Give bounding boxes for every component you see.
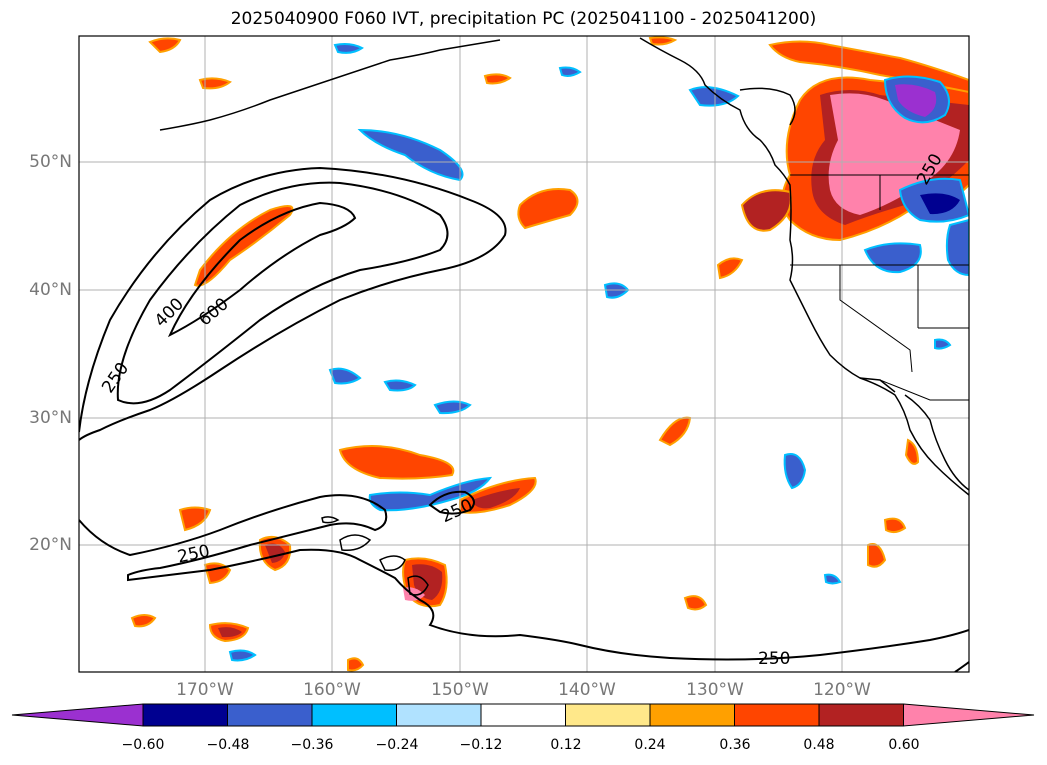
lat-label-50n: 50°N <box>29 152 72 172</box>
colorbar-swatch <box>565 703 651 727</box>
colorbar-swatch <box>818 703 904 727</box>
colorbar-tick-label: 0.48 <box>803 737 835 753</box>
lat-label-20n: 20°N <box>29 535 72 555</box>
colorbar-tick-label: −0.36 <box>290 737 334 753</box>
precip-negative-shading <box>228 43 969 662</box>
coastlines <box>159 37 969 496</box>
colorbar-tick-label: 0.60 <box>888 737 920 753</box>
colorbar-swatch <box>649 703 735 727</box>
state-borders <box>790 174 969 401</box>
lat-label-40n: 40°N <box>29 280 72 300</box>
colorbar-tick-label: −0.48 <box>206 737 250 753</box>
map-title: 2025040900 F060 IVT, precipitation PC (2… <box>230 9 817 29</box>
colorbar-swatch <box>142 703 228 727</box>
colorbar-tick-label: −0.60 <box>121 737 165 753</box>
colorbar-tick-label: 0.36 <box>719 737 751 753</box>
colorbar-tick-label: 0.24 <box>634 737 666 753</box>
map-gridlines <box>79 36 969 672</box>
lon-label-150w: 150°W <box>431 680 489 700</box>
colorbar-swatch <box>480 703 566 727</box>
lon-label-120w: 120°W <box>813 680 871 700</box>
contour-label: 250 <box>758 649 790 669</box>
colorbar-swatch <box>396 703 482 727</box>
colorbar-extend-high <box>903 703 1035 727</box>
colorbar-swatch <box>311 703 397 727</box>
ivt-contours <box>79 166 969 672</box>
colorbar-extend-low <box>11 703 144 727</box>
lon-label-160w: 160°W <box>303 680 361 700</box>
lat-label-30n: 30°N <box>29 408 72 428</box>
colorbar-swatch <box>227 703 313 727</box>
colorbar-swatch <box>734 703 820 727</box>
colorbar-tick-label: 0.12 <box>550 737 582 753</box>
colorbar-tick-label: −0.12 <box>459 737 503 753</box>
colorbar-tick-label: −0.24 <box>375 737 419 753</box>
lon-label-140w: 140°W <box>558 680 616 700</box>
plot-frame <box>78 35 970 673</box>
lon-label-130w: 130°W <box>686 680 744 700</box>
lon-label-170w: 170°W <box>176 680 234 700</box>
colorbar <box>11 703 1035 727</box>
